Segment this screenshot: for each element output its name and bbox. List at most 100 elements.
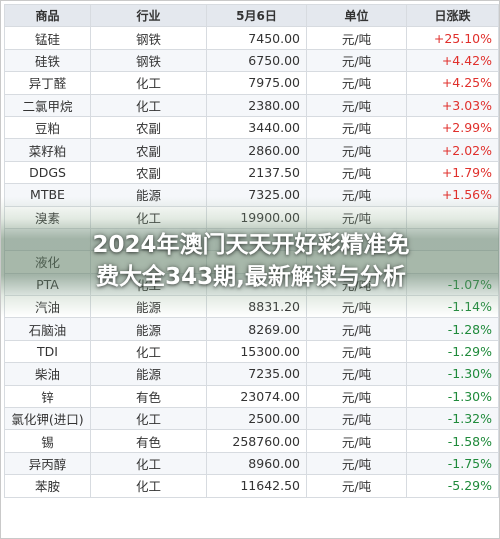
cell-unit: 元/吨 xyxy=(306,339,407,364)
table-row: 液化 xyxy=(4,250,499,274)
cell-daily-change: +4.42% xyxy=(406,48,499,73)
commodity-price-table: 商品 行业 5月6日 单位 日涨跌 锰硅 钢铁 7450.00 元/吨 +25.10% 硅… xyxy=(4,3,499,498)
cell-industry: 化工 xyxy=(90,272,207,297)
cell-industry: 化工 xyxy=(90,474,207,498)
cell-daily-change: -1.30% xyxy=(406,384,499,409)
cell-industry: 化工 xyxy=(90,407,207,431)
cell-commodity: 液化 xyxy=(4,250,91,274)
column-header-date-price[interactable]: 5月6日 xyxy=(206,3,307,28)
cell-daily-change xyxy=(406,205,499,229)
cell-unit: 元/吨 xyxy=(306,362,407,386)
cell-unit: 元/吨 xyxy=(306,93,407,117)
cell-industry: 有色 xyxy=(90,384,207,409)
table-row: 锡有色 258760.00 元/吨 -1.58% xyxy=(4,429,499,453)
table-row: 异丁醛 化工 7975.00 元/吨 +4.25% xyxy=(4,71,499,95)
cell-price: 11642.50 xyxy=(206,474,307,498)
cell-daily-change: -1.07% xyxy=(406,272,499,297)
cell-daily-change: -1.32% xyxy=(406,407,499,431)
cell-industry: 化工 xyxy=(90,451,207,476)
cell-price: 6750.00 xyxy=(206,48,307,73)
cell-price xyxy=(206,250,307,274)
cell-industry: 能源 xyxy=(90,295,207,319)
cell-commodity: MTBE xyxy=(4,183,91,207)
cell-price: 7450.00 xyxy=(206,26,307,50)
cell-industry: 钢铁 xyxy=(90,26,207,50)
column-header-unit[interactable]: 单位 xyxy=(306,3,407,28)
cell-daily-change: -1.75% xyxy=(406,451,499,476)
cell-commodity: 氯化钾(进口) xyxy=(4,407,91,431)
cell-commodity: 锡 xyxy=(4,429,91,453)
cell-industry: 能源 xyxy=(90,317,207,341)
table-body: 锰硅 钢铁 7450.00 元/吨 +25.10% 硅铁 钢铁 6750.00 元/吨 +4.42… xyxy=(4,26,499,498)
cell-industry: 能源 xyxy=(90,362,207,386)
cell-daily-change: -1.30% xyxy=(406,362,499,386)
cell-unit: 元/吨 xyxy=(306,115,407,140)
cell-commodity: 汽油 xyxy=(4,295,91,319)
cell-unit: 元/吨 xyxy=(306,272,407,297)
table-row: 石脑油 能源 8269.00 元/吨 -1.28% xyxy=(4,317,499,341)
table-row: PTA 化工 元/吨 -1.07% xyxy=(4,272,499,297)
cell-daily-change: -1.29% xyxy=(406,339,499,364)
cell-price: 8831.20 xyxy=(206,295,307,319)
cell-commodity xyxy=(4,227,91,252)
table-row: 苯胺 化工 11642.50 元/吨 -5.29% xyxy=(4,474,499,498)
cell-price: 2137.50 xyxy=(206,160,307,185)
cell-price: 7235.00 xyxy=(206,362,307,386)
cell-commodity: 异丙醇 xyxy=(4,451,91,476)
table-row: TDI 化工 15300.00 元/吨 -1.29% xyxy=(4,339,499,364)
cell-industry: 化工 xyxy=(90,339,207,364)
cell-unit: 元/吨 xyxy=(306,138,407,162)
cell-industry: 农副 xyxy=(90,160,207,185)
cell-price: 7975.00 xyxy=(206,71,307,95)
cell-commodity: DDGS xyxy=(4,160,91,185)
cell-daily-change xyxy=(406,250,499,274)
cell-commodity: 异丁醛 xyxy=(4,71,91,95)
column-header-commodity[interactable]: 商品 xyxy=(4,3,91,28)
cell-commodity: 豆粕 xyxy=(4,115,91,140)
cell-unit: 元/吨 xyxy=(306,205,407,229)
table-row: 菜籽粕 农副 2860.00 元/吨 +2.02% xyxy=(4,138,499,162)
column-header-daily-change[interactable]: 日涨跌 xyxy=(406,3,499,28)
cell-commodity: TDI xyxy=(4,339,91,364)
cell-price: 23074.00 xyxy=(206,384,307,409)
cell-price: 2500.00 xyxy=(206,407,307,431)
cell-industry xyxy=(90,250,207,274)
cell-commodity: 菜籽粕 xyxy=(4,138,91,162)
cell-daily-change: +1.79% xyxy=(406,160,499,185)
cell-price: 258760.00 xyxy=(206,429,307,453)
cell-price: 2380.00 xyxy=(206,93,307,117)
cell-daily-change: +4.25% xyxy=(406,71,499,95)
cell-unit: 元/吨 xyxy=(306,384,407,409)
cell-commodity: 苯胺 xyxy=(4,474,91,498)
table-row: 溴素 化工 19900.00 元/吨 xyxy=(4,205,499,229)
cell-industry: 钢铁 xyxy=(90,48,207,73)
cell-daily-change: +25.10% xyxy=(406,26,499,50)
cell-industry: 有色 xyxy=(90,429,207,453)
cell-price xyxy=(206,227,307,252)
cell-commodity: 溴素 xyxy=(4,205,91,229)
table-row: 柴油 能源 7235.00 元/吨 -1.30% xyxy=(4,362,499,386)
cell-unit: 元/吨 xyxy=(306,26,407,50)
cell-industry: 化工 xyxy=(90,93,207,117)
cell-daily-change: -1.28% xyxy=(406,317,499,341)
cell-price: 8269.00 xyxy=(206,317,307,341)
table-row: 硅铁 钢铁 6750.00 元/吨 +4.42% xyxy=(4,48,499,73)
table-row: 二氯甲烷 化工 2380.00 元/吨 +3.03% xyxy=(4,93,499,117)
cell-price: 3440.00 xyxy=(206,115,307,140)
cell-industry: 化工 xyxy=(90,205,207,229)
table-row: DDGS 农副 2137.50 元/吨 +1.79% xyxy=(4,160,499,185)
table-header-row: 商品 行业 5月6日 单位 日涨跌 xyxy=(4,3,499,28)
table-row: 豆粕 农副 3440.00 元/吨 +2.99% xyxy=(4,115,499,140)
cell-price: 19900.00 xyxy=(206,205,307,229)
table-row xyxy=(4,227,499,252)
cell-commodity: 硅铁 xyxy=(4,48,91,73)
cell-unit: 元/吨 xyxy=(306,48,407,73)
table-row: 氯化钾(进口) 化工 2500.00 元/吨 -1.32% xyxy=(4,407,499,431)
table-row: MTBE 能源 7325.00 元/吨 +1.56% xyxy=(4,183,499,207)
cell-price: 8960.00 xyxy=(206,451,307,476)
table-row: 锌有色 23074.00 元/吨 -1.30% xyxy=(4,384,499,409)
cell-unit: 元/吨 xyxy=(306,160,407,185)
cell-commodity: 石脑油 xyxy=(4,317,91,341)
column-header-industry[interactable]: 行业 xyxy=(90,3,207,28)
cell-unit: 元/吨 xyxy=(306,183,407,207)
